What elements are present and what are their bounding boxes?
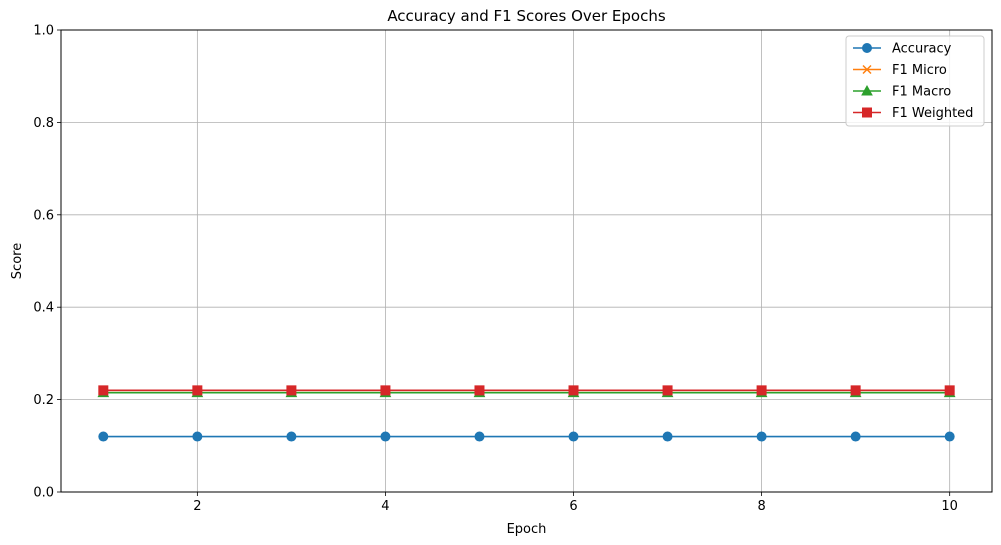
- series-f1-weighted: [98, 385, 955, 396]
- data-point-f1-weighted: [192, 385, 203, 396]
- y-axis-title: Score: [10, 243, 25, 279]
- y-tick-label: 0.4: [33, 301, 54, 316]
- y-tick-label: 0.6: [33, 208, 54, 223]
- plot-frame: [60, 29, 993, 493]
- legend-marker: [862, 64, 872, 75]
- data-point-f1-weighted: [944, 385, 955, 396]
- plot-series: [97, 385, 956, 442]
- series-f1-macro: [97, 386, 956, 398]
- legend-item-accuracy: Accuracy: [853, 42, 952, 57]
- legend-item-f1-macro: F1 Macro: [853, 85, 951, 100]
- x-axis-title: Epoch: [507, 522, 547, 537]
- legend-label: F1 Macro: [892, 85, 951, 100]
- data-point-accuracy: [662, 431, 673, 442]
- legend-item-f1-micro: F1 Micro: [853, 63, 947, 78]
- y-tick-label: 0.8: [33, 116, 54, 131]
- data-point-accuracy: [850, 431, 861, 442]
- data-point-accuracy: [98, 431, 109, 442]
- data-point-f1-weighted: [286, 385, 297, 396]
- legend-item-f1-weighted: F1 Weighted: [853, 106, 973, 121]
- x-tick-label: 4: [381, 499, 389, 514]
- legend-box: [845, 35, 985, 127]
- x-tick-label: 8: [757, 499, 765, 514]
- data-point-accuracy: [192, 431, 203, 442]
- data-point-accuracy: [568, 431, 579, 442]
- data-point-f1-weighted: [98, 385, 109, 396]
- legend: Accuracy F1 Micro F1 Macro F1 Weighted: [845, 35, 985, 127]
- data-point-accuracy: [944, 431, 955, 442]
- data-point-f1-weighted: [756, 385, 767, 396]
- x-tick-label: 10: [941, 499, 958, 514]
- data-point-f1-weighted: [662, 385, 673, 396]
- data-point-f1-weighted: [568, 385, 579, 396]
- chart-title: Accuracy and F1 Scores Over Epochs: [387, 7, 666, 25]
- data-point-accuracy: [474, 431, 485, 442]
- legend-label: F1 Micro: [892, 63, 947, 78]
- data-point-accuracy: [756, 431, 767, 442]
- legend-label: Accuracy: [892, 42, 952, 57]
- data-point-f1-weighted: [474, 385, 485, 396]
- y-tick-label: 1.0: [33, 24, 54, 39]
- legend-marker: [861, 84, 873, 96]
- series-accuracy: [98, 431, 955, 442]
- x-tick-label: 2: [193, 499, 201, 514]
- legend-marker: [862, 107, 872, 118]
- data-point-accuracy: [380, 431, 391, 442]
- y-tick-label: 0.2: [33, 393, 54, 408]
- data-point-f1-weighted: [850, 385, 861, 396]
- legend-marker: [862, 43, 872, 53]
- data-point-f1-weighted: [380, 385, 391, 396]
- data-point-accuracy: [286, 431, 297, 442]
- legend-label: F1 Weighted: [892, 106, 973, 121]
- axis-ticks: 2 4 6 8 10 0.0 0.2 0.4 0.6 0.8 1.0: [33, 24, 958, 515]
- x-tick-label: 6: [569, 499, 577, 514]
- y-tick-label: 0.0: [33, 486, 54, 501]
